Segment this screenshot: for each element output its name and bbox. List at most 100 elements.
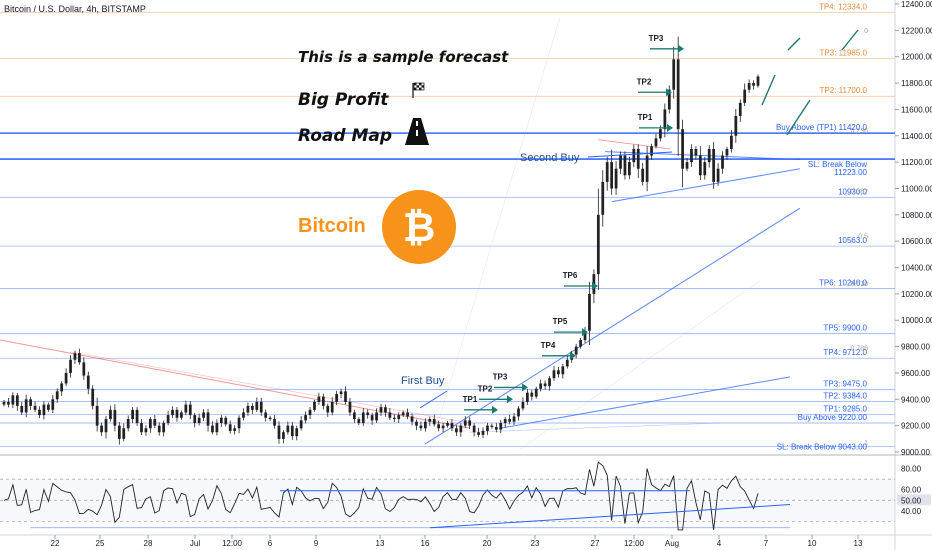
x-tick-label: Jul — [190, 539, 200, 548]
candle — [246, 402, 250, 416]
candle — [455, 425, 458, 436]
candle-body — [397, 415, 401, 420]
candle-body — [512, 416, 516, 422]
candle — [557, 366, 560, 378]
candle — [91, 385, 95, 410]
candle — [530, 389, 534, 401]
level-label: TP4: 12334.0 — [819, 3, 868, 12]
candle — [681, 119, 684, 188]
fib-label: 0.236 — [850, 128, 868, 135]
road-icon — [405, 118, 429, 145]
fib-diagonal — [429, 17, 561, 450]
candle-body — [15, 395, 19, 406]
candle — [237, 415, 241, 434]
support-trendline-2 — [499, 376, 791, 429]
candle — [605, 156, 609, 191]
candle — [277, 421, 281, 444]
candle — [388, 408, 392, 420]
candle — [55, 388, 59, 403]
candle — [166, 410, 170, 426]
candle-body — [215, 423, 219, 433]
candle-body — [162, 423, 166, 433]
candle-body — [144, 428, 148, 433]
y-axis: 12400.00 12200.00 12000.00 11800.00 11600.00… — [895, 0, 932, 457]
candle-body — [721, 155, 724, 169]
big-profit-text: Big Profit — [298, 90, 389, 110]
candle — [339, 388, 343, 399]
candle-body — [242, 412, 245, 418]
candle-body — [743, 89, 747, 103]
candle — [756, 74, 760, 88]
candle — [628, 156, 631, 180]
candle — [282, 429, 285, 444]
candle — [428, 416, 432, 426]
target-arrowhead — [492, 405, 498, 414]
level-label: 11223.00 — [834, 168, 867, 177]
candle — [273, 415, 276, 429]
target-arrowhead — [570, 351, 576, 360]
candle — [60, 381, 64, 396]
x-tick-label: 13 — [376, 539, 385, 548]
candle-body — [601, 181, 605, 215]
candle-body — [82, 362, 86, 376]
candle-body — [712, 148, 716, 182]
candle-body — [641, 168, 645, 182]
candle-body — [707, 148, 711, 163]
candle-body — [525, 392, 529, 402]
candle — [707, 145, 711, 168]
y-tick-label: 12400.00 — [901, 0, 932, 9]
level-label: TP5: 9900.0 — [823, 323, 867, 332]
first-buy-label: First Buy — [401, 375, 445, 387]
trendlines — [0, 17, 801, 450]
candle-body — [370, 415, 374, 421]
y-tick-label: 12000.00 — [901, 53, 932, 62]
x-tick-label: 22 — [51, 539, 60, 548]
candle-body — [277, 425, 281, 439]
x-tick-label: 9 — [314, 539, 319, 548]
candle-body — [339, 391, 343, 395]
triangle-lower — [611, 168, 801, 203]
candle — [228, 420, 232, 434]
candle-body — [148, 419, 152, 429]
candle-body — [24, 399, 28, 413]
candle — [543, 380, 547, 390]
x-tick-label: 13 — [854, 539, 863, 548]
candle — [224, 415, 228, 427]
candle-body — [38, 409, 41, 416]
candle — [730, 129, 733, 153]
candle-body — [738, 102, 742, 116]
candle — [175, 407, 179, 422]
candle — [650, 143, 653, 160]
candle-body — [557, 370, 560, 375]
candle-body — [353, 412, 356, 420]
candle — [450, 419, 454, 432]
candle — [690, 144, 693, 167]
candle-body — [366, 412, 370, 416]
candle-body — [419, 425, 423, 429]
candle-body — [379, 407, 383, 413]
candle-body — [747, 83, 751, 90]
candle-body — [78, 353, 81, 363]
candle — [601, 170, 605, 227]
candle-body — [224, 417, 228, 425]
candle — [397, 412, 401, 423]
candle-body — [539, 383, 543, 389]
x-tick-label: 20 — [483, 539, 492, 548]
y-tick-label: 9000.00 — [901, 448, 930, 457]
headline: This is a sample forecast — [298, 48, 509, 66]
candle-body — [410, 416, 414, 422]
candle — [153, 414, 157, 429]
candle-body — [681, 129, 684, 169]
candle — [7, 398, 10, 408]
candle — [508, 414, 511, 425]
candle — [69, 355, 72, 378]
candle-body — [552, 370, 556, 379]
candle — [512, 413, 516, 426]
candle — [623, 151, 627, 180]
fib-label: 1 — [864, 440, 868, 447]
target-arrowhead — [678, 44, 684, 53]
candle-body — [667, 89, 671, 110]
candle-body — [273, 419, 276, 426]
